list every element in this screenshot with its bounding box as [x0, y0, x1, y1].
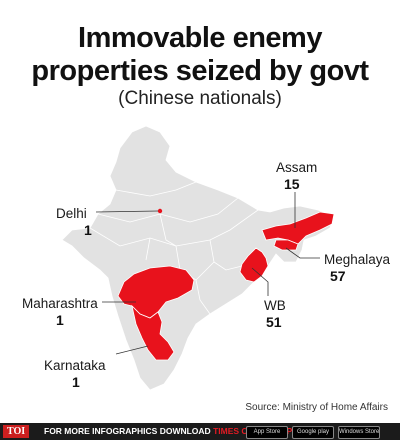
footer-message-text: FOR MORE INFOGRAPHICS DOWNLOAD	[44, 426, 211, 436]
page-title: Immovable enemy properties seized by gov…	[0, 22, 400, 88]
label-delhi-value: 1	[84, 222, 92, 238]
label-meghalaya-name: Meghalaya	[324, 252, 391, 267]
subtitle: (Chinese nationals)	[118, 88, 282, 109]
state-boundaries	[89, 181, 259, 315]
label-karnataka-value: 1	[72, 374, 80, 390]
label-wb-value: 51	[266, 314, 282, 330]
region-karnataka	[131, 304, 175, 361]
label-maharashtra-value: 1	[56, 312, 64, 328]
label-assam-value: 15	[284, 176, 300, 192]
app-store-badge[interactable]: App Store	[246, 426, 288, 439]
label-maharashtra-name: Maharashtra	[22, 296, 98, 311]
delhi-marker	[157, 208, 163, 214]
region-assam	[261, 211, 335, 245]
leader-meghalaya	[285, 247, 320, 259]
toi-logo: TOI	[3, 425, 30, 438]
leader-lines	[95, 192, 320, 355]
label-assam-name: Assam	[276, 160, 318, 175]
india-landmass	[61, 125, 335, 391]
label-wb-name: WB	[264, 298, 286, 313]
source-note: Source: Ministry of Home Affairs	[245, 402, 388, 413]
title-line-2: properties seized by govt	[31, 55, 369, 87]
region-wb	[239, 247, 269, 283]
title-line-1: Immovable enemy	[78, 22, 322, 54]
region-meghalaya	[273, 239, 299, 251]
footer-bar: TOI FOR MORE INFOGRAPHICS DOWNLOAD TIMES…	[0, 423, 400, 440]
windows-store-badge[interactable]: Windows Store	[338, 426, 380, 439]
label-meghalaya-value: 57	[330, 268, 346, 284]
label-delhi-name: Delhi	[56, 206, 87, 221]
label-karnataka-name: Karnataka	[44, 358, 106, 373]
leader-wb	[251, 267, 269, 296]
leader-karnataka	[115, 345, 149, 355]
leader-delhi	[95, 210, 159, 213]
google-play-badge[interactable]: Google play	[292, 426, 334, 439]
